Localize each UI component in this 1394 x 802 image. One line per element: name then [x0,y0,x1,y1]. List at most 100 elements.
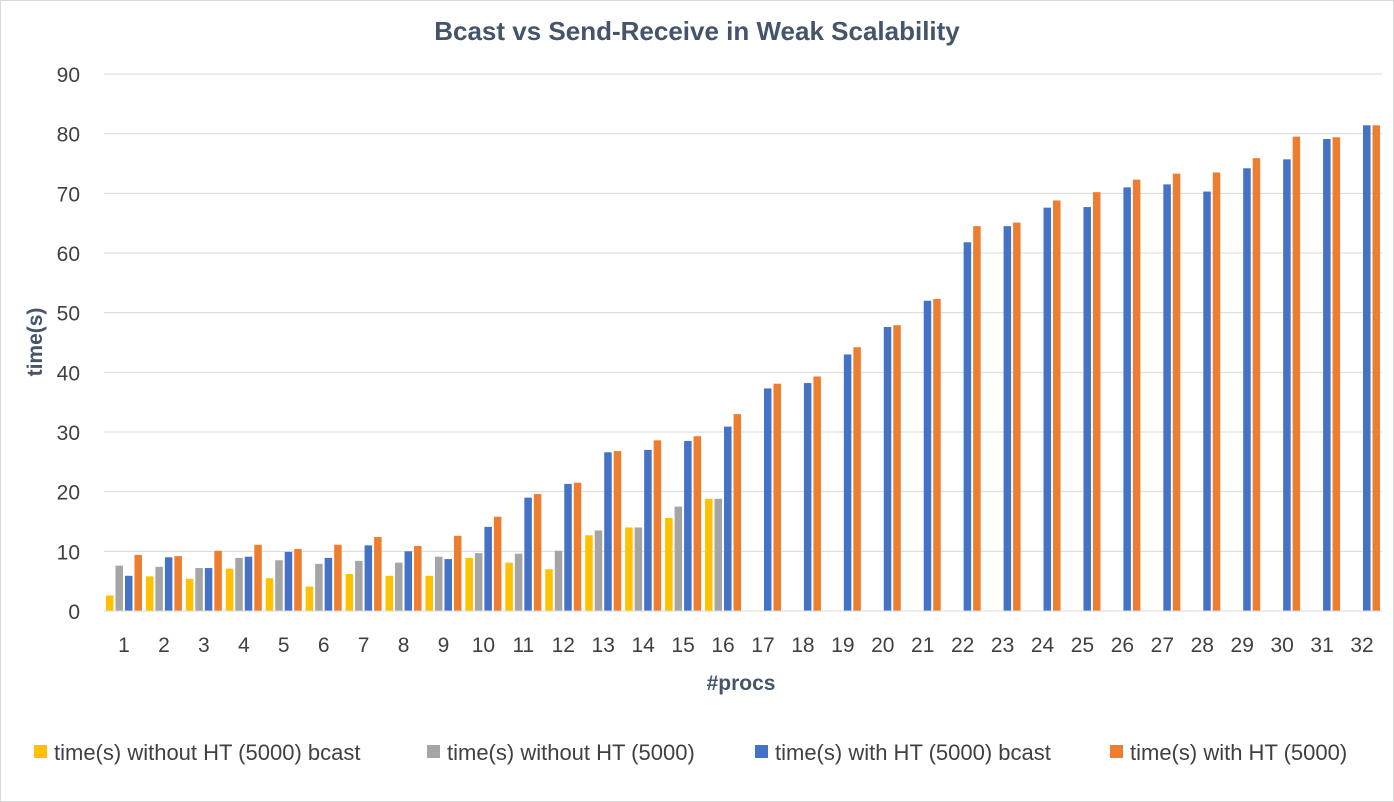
y-tick-label: 70 [57,183,80,206]
y-axis-ticks: 0 10 20 30 40 50 60 70 80 90 [57,64,80,624]
chart-title: Bcast vs Send-Receive in Weak Scalabilit… [434,16,960,46]
bar-3-24 [1053,200,1061,611]
x-tick-label: 27 [1151,634,1174,657]
bar-3-31 [1332,137,1341,611]
bar-3-25 [1092,192,1101,611]
bar-0-12 [545,569,553,611]
y-axis-title: time(s) [24,308,47,377]
bar-3-8 [414,545,422,611]
legend-label: time(s) with HT (5000) [1130,740,1347,765]
x-axis-ticks: 1 2 3 4 5 6 7 8 9 10 11 12 13 14 15 16 17 18 19 20 21 22 23 24 2… [118,634,1374,657]
legend-swatch [1110,745,1123,758]
bar-2-2 [164,557,173,611]
bar-3-20 [893,325,901,611]
bar-2-17 [763,388,772,611]
bar-2-8 [404,551,413,611]
x-tick-label: 21 [911,634,934,657]
x-tick-label: 29 [1231,634,1254,657]
x-tick-label: 22 [951,634,974,657]
bar-2-16 [724,426,732,611]
bar-2-20 [883,326,892,611]
x-tick-label: 15 [671,634,694,657]
y-tick-label: 80 [57,124,80,147]
x-tick-label: 11 [512,634,534,657]
bar-0-9 [425,575,433,611]
bar-3-26 [1132,179,1141,612]
legend-label: time(s) without HT (5000) bcast [54,740,360,765]
x-tick-label: 18 [791,634,814,657]
bar-3-10 [493,516,502,611]
bar-2-10 [484,526,492,611]
bar-3-12 [573,482,582,611]
x-tick-label: 30 [1270,634,1293,657]
bar-2-23 [1003,226,1012,611]
bar-2-15 [684,440,692,611]
bar-3-13 [613,451,622,611]
x-tick-label: 1 [118,634,130,657]
bar-0-6 [305,586,314,611]
bar-1-12 [554,550,563,611]
legend-label: time(s) with HT (5000) bcast [775,740,1051,765]
bar-1-6 [315,563,323,611]
bar-1-3 [195,568,203,611]
bar-3-30 [1292,136,1301,611]
bar-2-11 [524,497,532,611]
legend: time(s) without HT (5000) bcast time(s) w… [34,740,1347,765]
bar-3-17 [773,383,781,611]
x-tick-label: 17 [751,634,774,657]
bar-2-29 [1243,168,1251,612]
x-tick-label: 23 [991,634,1014,657]
bar-0-5 [265,578,274,611]
bar-1-10 [474,553,483,611]
bar-1-4 [235,557,243,611]
bar-3-11 [533,494,542,611]
bar-2-7 [364,545,373,611]
legend-swatch [427,745,440,758]
bar-3-2 [174,556,182,611]
x-tick-label: 10 [472,634,495,657]
bar-2-24 [1043,207,1052,612]
x-axis-title: #procs [707,672,776,695]
bar-1-13 [594,530,603,611]
bar-3-23 [1013,222,1021,611]
x-tick-label: 24 [1031,634,1055,657]
bar-2-9 [444,559,452,611]
bar-2-31 [1323,139,1331,611]
bar-2-14 [644,449,652,611]
bar-3-18 [813,376,821,611]
bar-3-1 [134,554,142,611]
bar-1-7 [355,560,363,611]
bar-1-14 [634,527,643,611]
bar-3-5 [294,548,302,611]
bar-3-7 [374,537,382,611]
bar-2-27 [1163,184,1171,611]
legend-swatch [755,745,768,758]
bar-2-32 [1363,125,1371,612]
x-tick-label: 19 [831,634,854,657]
bar-2-4 [244,556,253,611]
bar-1-8 [395,562,403,611]
x-tick-label: 14 [631,634,655,657]
bar-3-16 [733,414,742,611]
y-tick-label: 0 [68,601,80,624]
bar-3-28 [1212,172,1221,611]
x-tick-label: 3 [198,634,210,657]
y-tick-label: 30 [57,422,80,445]
x-tick-label: 5 [278,634,290,657]
bar-2-25 [1083,207,1091,611]
bar-2-13 [604,452,612,611]
bar-3-9 [453,535,462,611]
x-tick-label: 28 [1191,634,1214,657]
x-tick-label: 9 [438,634,450,657]
bar-1-2 [155,566,163,611]
x-tick-label: 26 [1111,634,1134,657]
y-tick-label: 60 [57,243,80,266]
bar-2-5 [284,551,293,611]
x-tick-label: 31 [1310,634,1333,657]
bar-0-7 [345,574,354,611]
bar-3-22 [973,226,981,611]
legend-swatch [34,745,47,758]
bar-0-16 [705,498,713,611]
bar-2-30 [1283,159,1291,611]
